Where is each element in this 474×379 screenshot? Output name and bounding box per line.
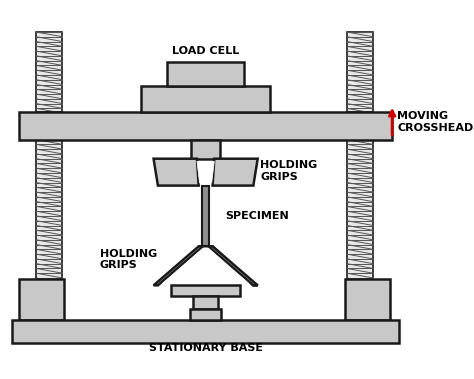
Bar [19, 112, 392, 139]
Text: MOVING
CROSSHEAD: MOVING CROSSHEAD [397, 111, 474, 133]
Bar [141, 86, 270, 112]
Bar [19, 279, 64, 320]
Text: HOLDING
GRIPS: HOLDING GRIPS [100, 249, 157, 270]
Polygon shape [154, 159, 199, 186]
Bar [191, 139, 220, 159]
Polygon shape [208, 246, 258, 285]
Polygon shape [162, 248, 249, 283]
Bar [171, 285, 240, 296]
Polygon shape [197, 161, 214, 183]
Polygon shape [212, 159, 258, 186]
Bar [202, 186, 209, 246]
Bar [167, 63, 244, 86]
Bar [347, 139, 373, 281]
Text: LOAD CELL: LOAD CELL [172, 46, 239, 56]
Polygon shape [154, 246, 203, 285]
Polygon shape [199, 246, 258, 285]
Text: HOLDING
GRIPS: HOLDING GRIPS [260, 160, 318, 182]
Bar [190, 309, 221, 320]
Bar [347, 32, 373, 112]
Text: SPECIMEN: SPECIMEN [226, 211, 289, 221]
Bar [36, 32, 63, 112]
Bar [346, 279, 391, 320]
Bar [193, 296, 218, 309]
Bar [36, 139, 63, 281]
Bar [12, 320, 399, 343]
Text: STATIONARY BASE: STATIONARY BASE [149, 343, 263, 353]
